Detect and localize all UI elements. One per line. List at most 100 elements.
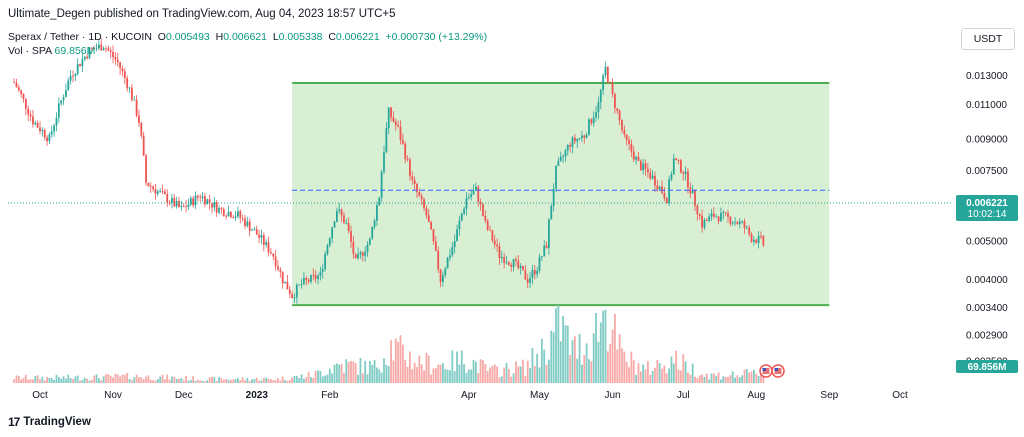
candle-body	[159, 191, 162, 192]
candle-body	[114, 56, 117, 60]
candle-body	[27, 108, 30, 115]
candle-body	[663, 192, 666, 199]
volume-bar	[244, 380, 246, 383]
volume-bar	[72, 379, 74, 383]
candle-body	[585, 134, 588, 138]
volume-bar	[258, 380, 261, 383]
volume-bar	[703, 376, 706, 383]
candle-body	[182, 205, 185, 207]
volume-bar	[312, 377, 315, 383]
candle-body	[192, 198, 195, 206]
volume-bar	[359, 358, 362, 383]
candle-body	[74, 73, 77, 77]
candle-body	[345, 222, 348, 224]
symbol-title[interactable]: Sperax / Tether · 1D · KUCOIN	[8, 31, 152, 43]
volume-bar	[727, 376, 729, 383]
candle-body	[194, 195, 197, 206]
volume-bar	[319, 371, 322, 383]
candle-body	[109, 50, 112, 52]
time-tick-label: Jul	[677, 390, 690, 401]
time-axis[interactable]: Oct Nov Dec 2023 Feb Apr May Jun Jul Aug Sep Oct	[32, 390, 908, 401]
volume-bar	[189, 379, 192, 383]
volume-bar	[262, 378, 265, 383]
candle-body	[279, 269, 282, 272]
candle-body	[222, 209, 225, 216]
low-label: L	[272, 31, 279, 43]
volume-bar	[13, 379, 15, 383]
candle-body	[604, 66, 607, 76]
candle-body	[83, 56, 86, 60]
volume-bar	[387, 366, 390, 383]
candle-body	[489, 229, 491, 231]
candle-body	[324, 254, 326, 269]
volume-value: 69.856M	[54, 45, 96, 57]
volume-bar	[119, 376, 122, 383]
volume-bar	[489, 367, 491, 383]
candle-body	[439, 269, 442, 282]
candle-body	[745, 227, 748, 229]
time-tick-label: 2023	[246, 390, 269, 401]
volume-bar	[496, 366, 498, 383]
candle-body	[201, 196, 204, 199]
volume-bar	[50, 378, 53, 383]
candle-body	[13, 82, 15, 84]
candle-body	[62, 97, 65, 101]
candle-body	[755, 239, 758, 243]
candle-body	[163, 191, 166, 195]
currency-button[interactable]: USDT	[961, 28, 1015, 50]
candle-body	[354, 253, 357, 259]
candle-body	[251, 230, 253, 232]
volume-bar	[583, 355, 586, 383]
volume-bar	[135, 374, 138, 383]
volume-bar	[708, 379, 711, 383]
candle-body	[366, 244, 369, 252]
volume-bar	[102, 376, 105, 383]
candle-body	[705, 220, 708, 221]
volume-bar	[173, 376, 176, 383]
volume-bar	[335, 363, 338, 383]
volume-bar	[133, 377, 136, 383]
candle-body	[135, 99, 138, 116]
time-tick-label: Feb	[321, 390, 339, 401]
volume-bar	[265, 377, 268, 383]
candle-body	[187, 204, 190, 208]
volume-bar	[93, 375, 96, 383]
price-tick-label: 0.011000	[966, 100, 1007, 111]
candle-body	[338, 209, 341, 212]
candle-body	[41, 129, 44, 132]
volume-bar	[340, 364, 343, 383]
volume-bar	[140, 377, 143, 383]
candle-body	[50, 131, 53, 135]
candle-body	[225, 215, 228, 217]
candle-body	[614, 93, 616, 109]
candle-body	[517, 260, 520, 268]
tradingview-logo[interactable]: 17 TradingView	[8, 415, 91, 429]
candle-body	[98, 44, 100, 49]
candle-body	[446, 257, 449, 269]
volume-bar	[694, 376, 696, 383]
volume-bar	[590, 361, 593, 383]
candle-body	[762, 235, 765, 246]
candle-body	[757, 235, 760, 243]
candle-body	[710, 213, 713, 217]
candle-body	[234, 216, 237, 218]
volume-bar	[434, 368, 437, 383]
candle-body	[404, 143, 407, 160]
volume-bar	[442, 363, 444, 383]
volume-bar	[512, 373, 515, 383]
volume-bar	[154, 380, 157, 383]
candle-body	[312, 274, 315, 276]
volume-label[interactable]: Vol · SPA	[8, 45, 52, 57]
volume-bar	[632, 360, 635, 383]
channel-layer	[292, 81, 830, 307]
candle-body	[199, 197, 202, 199]
candle-body	[484, 215, 487, 221]
volume-bar	[331, 373, 334, 383]
candle-body	[364, 251, 367, 256]
volume-bar	[569, 354, 572, 383]
candle-body	[515, 259, 517, 261]
candle-body	[743, 221, 746, 229]
candle-body	[175, 201, 178, 207]
volume-bar	[378, 369, 381, 383]
